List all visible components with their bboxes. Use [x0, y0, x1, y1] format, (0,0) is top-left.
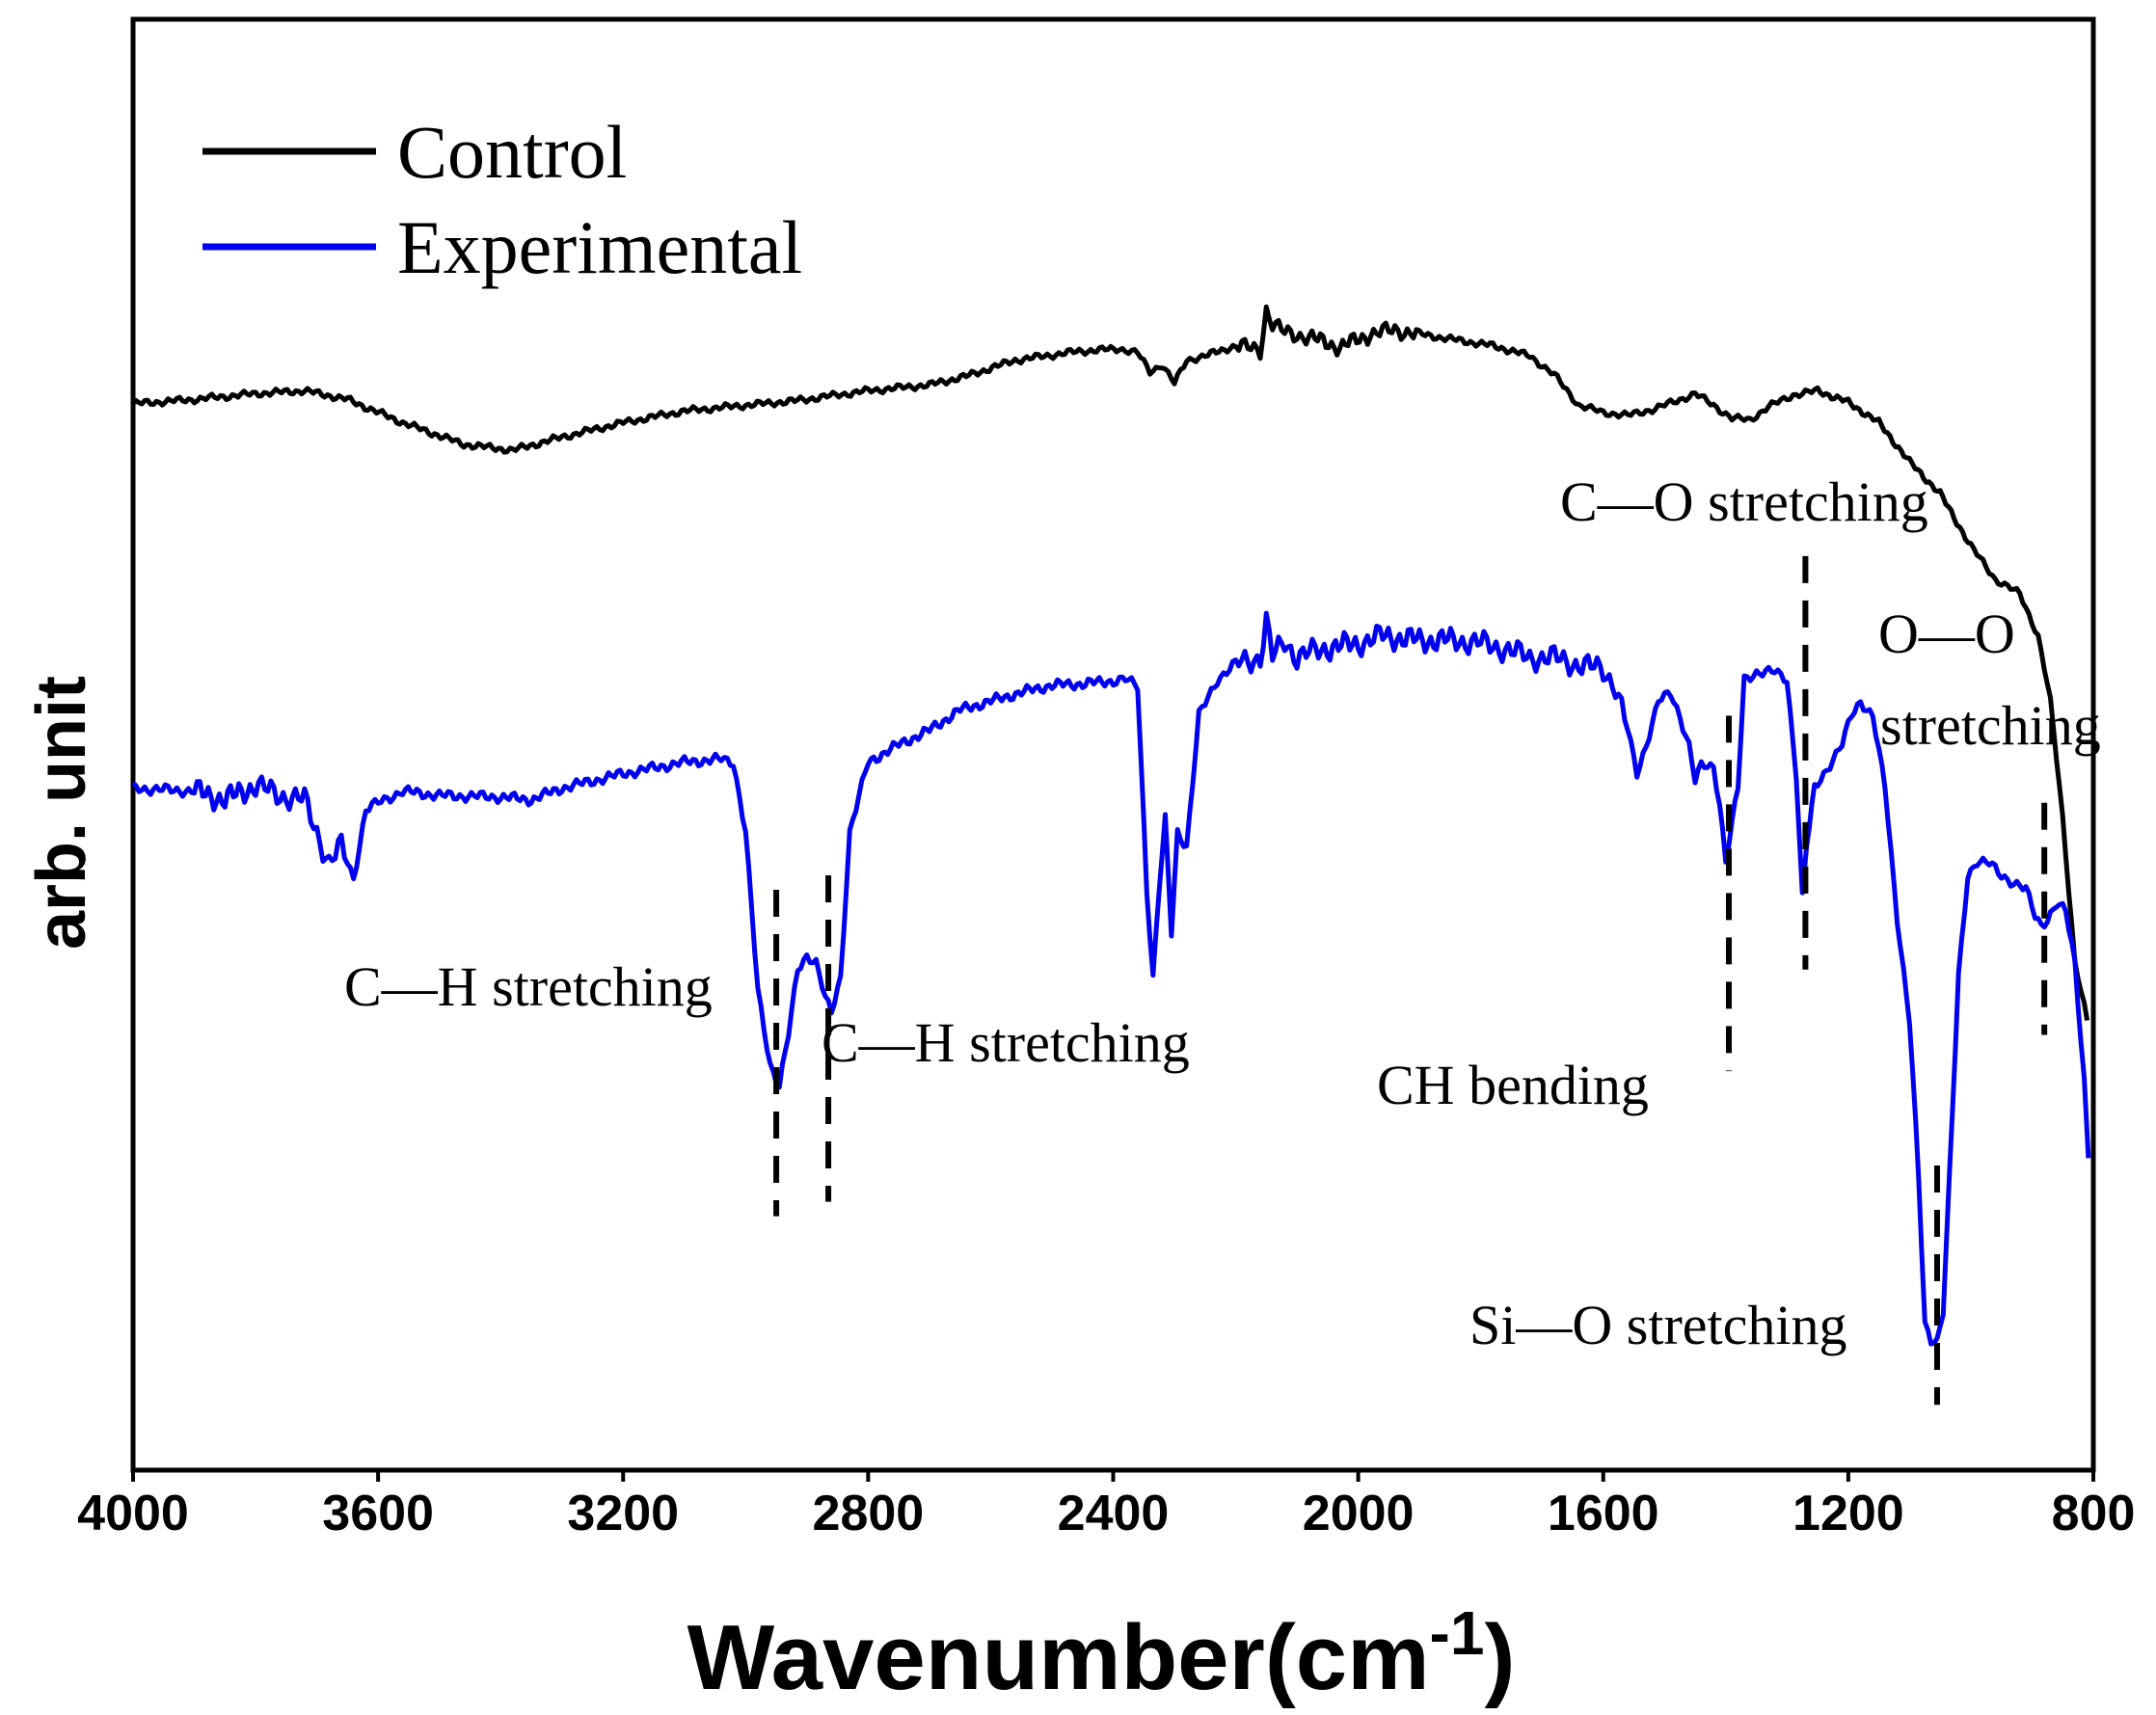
x-tick-label: 2400: [1058, 1486, 1170, 1541]
annotation-oo: O—O: [1878, 603, 2015, 665]
x-tick-label: 4000: [77, 1486, 189, 1541]
series-lines: [131, 304, 2091, 1347]
annotation-sio-stretching: Si—O stretching: [1469, 1294, 1846, 1356]
x-tick-label: 2000: [1303, 1486, 1415, 1541]
series-line-control: [131, 304, 2090, 1021]
x-axis-title: Wavenumber(cm-1): [687, 1598, 1516, 1709]
x-tick-label: 3200: [567, 1486, 679, 1541]
x-tick-label: 3600: [322, 1486, 434, 1541]
annotation-ch-stretching-1: C—H stretching: [344, 955, 713, 1018]
x-axis-title-main: Wavenumber(cm: [687, 1606, 1430, 1709]
legend-label-control: Control: [397, 110, 627, 194]
x-tick-label: 1600: [1548, 1486, 1659, 1541]
legend: Control Experimental: [202, 110, 802, 289]
annotation-co-stretching: C—O stretching: [1560, 470, 1928, 533]
x-tick-label: 2800: [813, 1486, 925, 1541]
x-axis-title-close: ): [1484, 1606, 1515, 1709]
annotation-lines: [773, 555, 2048, 1406]
y-axis-title: arb. unit: [23, 676, 100, 950]
annotation-ch-stretching-2: C—H stretching: [822, 1011, 1190, 1074]
annotation-ch-bending: CH bending: [1377, 1054, 1649, 1116]
x-tick-label: 1200: [1792, 1486, 1904, 1541]
legend-label-experimental: Experimental: [397, 205, 802, 289]
x-axis-ticks: 4000 3600 3200 2800 2400 2000 1600 1200 800: [77, 1470, 2135, 1541]
series-line-experimental: [131, 610, 2091, 1347]
annotation-oo-stretching: stretching: [1880, 694, 2101, 757]
x-tick-label: 800: [2052, 1486, 2136, 1541]
x-axis-title-superscript: -1: [1430, 1598, 1485, 1668]
